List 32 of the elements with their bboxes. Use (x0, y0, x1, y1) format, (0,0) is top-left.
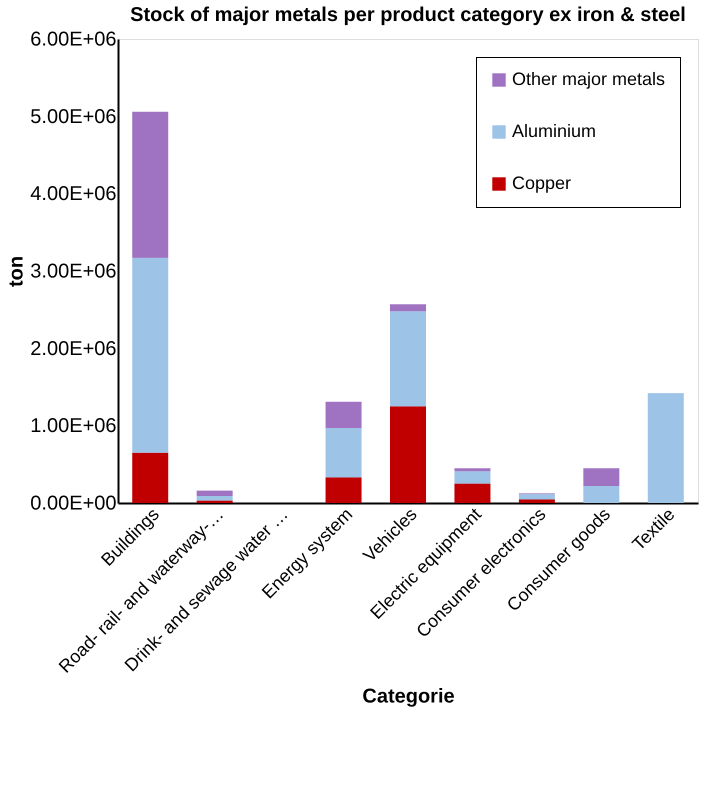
bar (454, 484, 490, 503)
bar (390, 311, 426, 406)
bar (326, 428, 362, 478)
bar (196, 490, 233, 496)
bar (196, 496, 233, 501)
bar (390, 304, 426, 312)
y-tick-label: 2.00E+06 (30, 338, 116, 360)
bar (454, 471, 490, 484)
x-axis-title: Categorie (362, 686, 455, 708)
bar (454, 468, 490, 472)
bar (648, 393, 684, 503)
y-tick-label: 4.00E+06 (30, 183, 116, 206)
y-tick-label: 1.00E+06 (30, 415, 116, 438)
y-tick-label: 0.00E+00 (30, 492, 116, 514)
bar (326, 402, 362, 428)
bar (583, 468, 620, 486)
legend-label: Aluminium (512, 121, 596, 141)
bar (132, 258, 168, 453)
y-tick-label: 6.00E+06 (30, 28, 116, 50)
bar (132, 112, 168, 258)
y-tick-label: 3.00E+06 (30, 260, 116, 282)
bar (583, 486, 620, 503)
y-tick-label: 5.00E+06 (30, 106, 116, 128)
bar (518, 494, 555, 500)
bar (390, 406, 426, 503)
bar (326, 477, 362, 503)
legend-label: Copper (512, 173, 572, 193)
bar (518, 500, 555, 503)
y-axis-title: ton (5, 256, 28, 288)
bar (132, 452, 168, 503)
legend-label: Other major metals (512, 69, 666, 89)
chart-title: Stock of major metals per product category ex iron & steel (130, 4, 686, 26)
